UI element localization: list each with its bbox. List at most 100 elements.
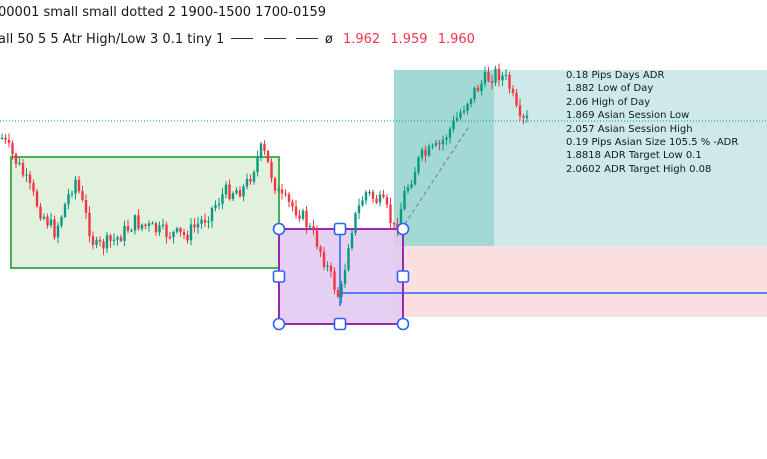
candle-body <box>217 203 221 206</box>
candle-body <box>469 99 473 104</box>
candle-body <box>63 204 67 217</box>
candle-body <box>105 235 109 249</box>
candle-body <box>494 68 497 83</box>
handle-top-mid[interactable] <box>333 222 347 236</box>
candle-body <box>434 142 438 146</box>
candle-body <box>0 137 4 140</box>
candle-body <box>455 117 459 121</box>
candle-body <box>189 224 193 241</box>
indicator-legend-1[interactable]: 00001 small small dotted 2 1900-1500 170… <box>0 5 326 20</box>
range-box[interactable] <box>10 156 280 269</box>
candle-body <box>95 239 98 245</box>
candle-body <box>333 271 336 291</box>
candle-body <box>165 224 168 237</box>
adr-info-panel: 0.18 Pips Days ADR 1.882 Low of Day 2.06… <box>566 69 738 176</box>
candle-body <box>196 223 200 228</box>
candle-body <box>32 182 35 192</box>
candle-body <box>70 193 74 195</box>
candle-body <box>298 215 301 219</box>
info-target-high: 2.0602 ADR Target High 0.08 <box>566 163 712 175</box>
candle-body <box>60 216 63 226</box>
candle-body <box>221 194 224 204</box>
handle-bottom-mid[interactable] <box>333 317 347 331</box>
candle-body <box>175 228 179 232</box>
candle-body <box>228 184 231 199</box>
candle-body <box>109 235 112 241</box>
candle-body <box>119 237 123 241</box>
candle-body <box>25 174 28 176</box>
candle-body <box>448 129 452 138</box>
candle-body <box>424 149 427 156</box>
candle-body <box>277 189 280 191</box>
legend-value-1: 1.962 <box>342 32 381 47</box>
candle-body <box>322 251 326 267</box>
stop-zone[interactable] <box>394 246 767 317</box>
candle-body <box>46 216 49 226</box>
handle-right-mid[interactable] <box>396 270 410 283</box>
candles-layer <box>0 63 529 304</box>
info-target-low: 1.8818 ADR Target Low 0.1 <box>566 150 702 162</box>
candle-body <box>473 87 476 100</box>
handle-top-left[interactable] <box>272 222 286 236</box>
candle-body <box>490 80 494 83</box>
candle-body <box>406 187 410 191</box>
candle-body <box>301 210 305 219</box>
candle-body <box>116 237 119 240</box>
candle-body <box>385 197 389 205</box>
candle-body <box>511 88 515 93</box>
selection-box[interactable] <box>278 228 404 325</box>
candle-body <box>242 186 245 197</box>
candle-body <box>42 216 46 219</box>
candle-body <box>263 143 266 151</box>
candle-body <box>98 239 102 242</box>
candle-body <box>452 120 455 130</box>
handle-left-mid[interactable] <box>272 270 286 283</box>
candle-body <box>214 205 217 208</box>
candle-body <box>235 190 238 194</box>
candle-body <box>291 201 294 207</box>
candle-body <box>382 194 385 198</box>
candle-body <box>14 154 18 164</box>
candle-body <box>259 143 263 158</box>
candle-body <box>39 206 42 219</box>
candle-body <box>459 112 462 118</box>
candle-body <box>81 191 84 201</box>
candle-body <box>53 219 56 238</box>
info-asian-size: 0.19 Pips Asian Size 105.5 % -ADR <box>566 137 739 149</box>
candle-body <box>350 232 354 249</box>
candle-body <box>403 190 406 210</box>
handle-top-right[interactable] <box>396 222 410 236</box>
candle-body <box>501 75 504 81</box>
candle-body <box>91 236 95 245</box>
projection-line[interactable] <box>396 124 471 237</box>
candle-body <box>508 74 511 89</box>
candle-body <box>231 193 235 199</box>
candle-body <box>249 179 252 182</box>
candle-body <box>56 225 60 238</box>
candle-body <box>420 149 424 158</box>
candle-body <box>28 174 32 183</box>
indicator-legend-2[interactable]: all 50 5 5 Atr High/Low 3 0.1 tiny 1 ø 1… <box>0 32 475 47</box>
candle-body <box>133 215 137 231</box>
candle-body <box>312 226 315 231</box>
selection-handles[interactable] <box>272 222 410 331</box>
null-value-symbol: ø <box>324 32 333 47</box>
candle-body <box>431 145 434 147</box>
candle-body <box>399 209 403 230</box>
candle-body <box>151 223 154 225</box>
candle-body <box>280 189 284 194</box>
handle-bottom-left[interactable] <box>272 317 286 331</box>
candle-body <box>487 72 490 81</box>
candle-body <box>476 87 480 92</box>
candle-body <box>4 137 7 140</box>
candle-body <box>462 110 466 113</box>
line-style-swatch <box>295 37 318 39</box>
candle-body <box>480 83 483 92</box>
candle-body <box>417 157 420 173</box>
candle-body <box>319 246 322 252</box>
candle-body <box>354 213 357 233</box>
candle-body <box>67 194 70 205</box>
candle-body <box>427 146 431 156</box>
handle-bottom-right[interactable] <box>396 317 410 331</box>
